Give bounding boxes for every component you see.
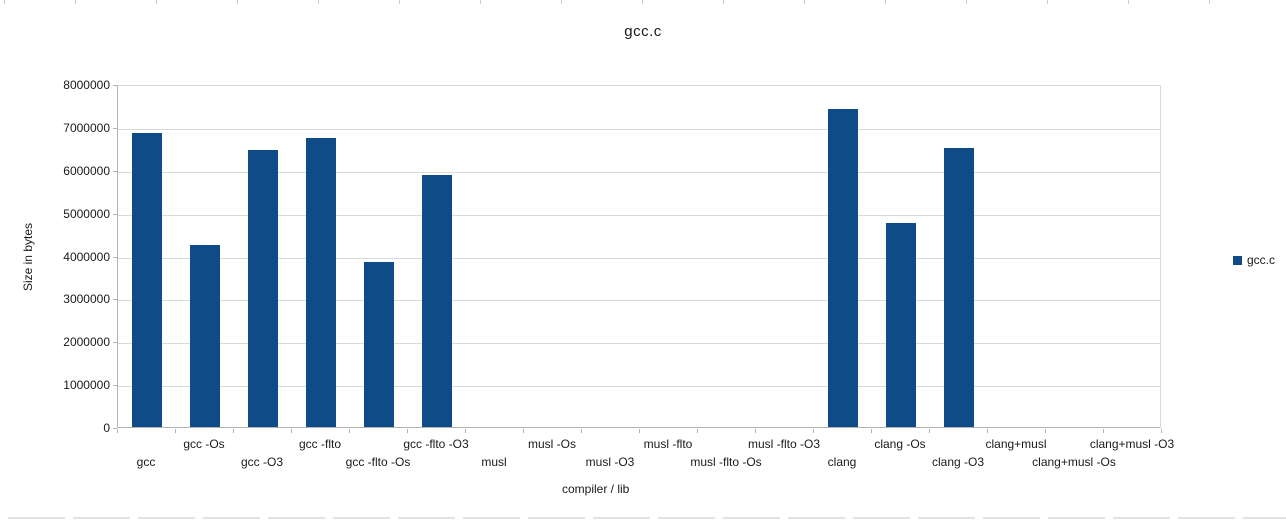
bar [132,133,162,427]
gridline [118,214,1160,216]
x-tick-mark [871,429,872,433]
x-tick-mark [929,429,930,433]
x-tick-mark [349,429,350,433]
y-tick-mark [113,256,117,258]
x-tick-mark [581,429,582,433]
x-axis-title: compiler / lib [562,482,630,496]
x-tick-label: clang -Os [874,437,926,451]
x-tick-label: musl -Os [528,437,576,451]
x-tick-label: clang [827,455,857,469]
y-tick-mark [113,85,117,86]
x-tick-label: clang -O3 [931,455,985,469]
x-tick-mark [1103,429,1104,433]
x-tick-label: gcc -flto -Os [345,455,411,469]
bar [828,108,858,427]
x-tick-mark [1161,429,1162,433]
x-tick-mark [987,429,988,433]
y-axis-title: Size in bytes [21,222,35,292]
x-tick-label: gcc -O3 [240,455,284,469]
bar [944,148,974,427]
y-tick-label: 2000000 [63,335,110,350]
y-tick-label: 0 [103,421,110,435]
chart-title: gcc.c [624,23,662,40]
y-tick-label: 8000000 [63,78,110,92]
gridline [118,257,1160,259]
bar [886,223,916,427]
x-tick-label: clang+musl [985,437,1047,451]
y-tick-mark [113,428,117,429]
y-tick-label: 6000000 [63,163,110,178]
gridline [118,386,1160,388]
x-tick-mark [813,429,814,433]
x-tick-mark [117,429,118,433]
x-tick-mark [755,429,756,433]
x-tick-label: musl [481,455,507,469]
y-tick-label: 4000000 [63,249,110,264]
bar [306,138,336,427]
x-tick-label: clang+musl -Os [1032,455,1116,469]
bar [248,149,278,427]
x-tick-label: gcc -flto [298,437,342,451]
x-tick-label: clang+musl -O3 [1089,437,1175,451]
x-tick-mark [291,429,292,433]
gridline [118,171,1160,173]
x-tick-label: gcc [136,455,156,469]
legend-label: gcc.c [1247,253,1276,267]
x-tick-label: musl -flto [643,437,693,451]
y-tick-label: 5000000 [63,206,110,221]
gridline [118,300,1160,302]
x-tick-mark [1045,429,1046,433]
x-tick-mark [407,429,408,433]
gridline [118,343,1160,345]
y-tick-label: 1000000 [63,378,110,393]
x-tick-label: musl -flto -Os [690,455,762,469]
gridline [118,128,1160,130]
x-tick-label: musl -flto -O3 [747,437,821,451]
x-tick-label: gcc -Os [183,437,225,451]
legend: gcc.c [1233,253,1275,267]
x-tick-mark [697,429,698,433]
spreadsheet-bottom-cell-gridline [8,517,1286,519]
x-tick-mark [523,429,524,433]
bar [422,175,452,427]
x-tick-mark [175,429,176,433]
y-tick-mark [113,170,117,172]
bar [190,245,220,427]
y-tick-mark [113,127,117,129]
y-tick-mark [113,385,117,387]
x-tick-mark [233,429,234,433]
y-tick-mark [113,213,117,215]
spreadsheet-top-cell-ticks [0,0,1286,4]
x-tick-mark [639,429,640,433]
y-tick-mark [113,299,117,301]
y-tick-label: 3000000 [63,292,110,307]
y-tick-label: 7000000 [63,120,110,135]
legend-swatch-icon [1233,255,1242,265]
x-tick-mark [465,429,466,433]
y-tick-mark [113,342,117,344]
x-tick-label: musl -O3 [585,455,635,469]
plot-area [117,85,1161,428]
x-tick-label: gcc -flto -O3 [403,437,469,451]
bar [364,261,394,427]
